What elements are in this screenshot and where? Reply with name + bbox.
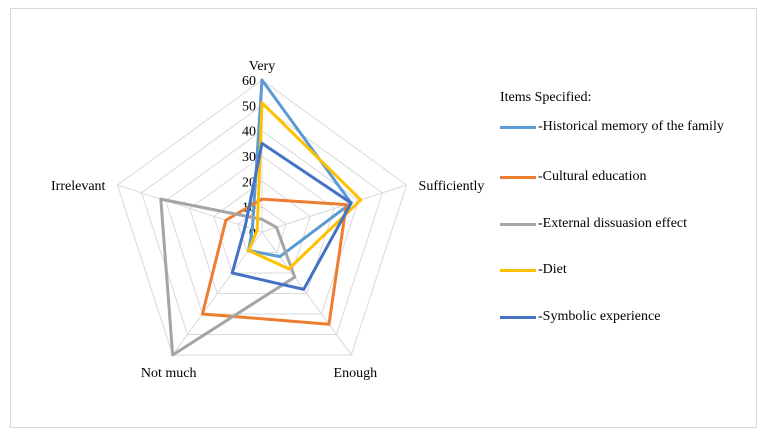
legend-swatch xyxy=(500,316,536,319)
legend-swatch xyxy=(500,223,536,226)
legend-item-diet: -Diet xyxy=(500,261,760,308)
tick-label: 60 xyxy=(242,74,256,89)
grid-spoke xyxy=(261,231,352,356)
legend: Items Specified: -Historical memory of t… xyxy=(500,90,760,338)
legend-swatch xyxy=(500,269,536,272)
grid-spoke xyxy=(261,184,407,233)
legend-item-external-dissuasion: -External dissuasion effect xyxy=(500,215,760,261)
grid-ring xyxy=(189,155,335,294)
axis-label-enough: Enough xyxy=(334,366,378,381)
legend-label: -Diet xyxy=(538,262,567,277)
grid-spoke xyxy=(172,231,263,356)
legend-label: -Cultural education xyxy=(538,169,647,184)
legend-item-symbolic-experience: -Symbolic experience xyxy=(500,308,760,338)
grid-ring xyxy=(140,104,384,335)
series-lines xyxy=(159,78,363,357)
axis-label-not-much: Not much xyxy=(141,366,197,381)
axis-label-very: Very xyxy=(249,59,275,74)
legend-item-historical-memory: -Historical memory of the family xyxy=(500,118,760,168)
legend-item-cultural-education: -Cultural education xyxy=(500,168,760,215)
series-line-2 xyxy=(159,197,297,357)
series-line-1 xyxy=(200,197,348,326)
tick-label: 40 xyxy=(242,125,256,140)
legend-label: -External dissuasion effect xyxy=(538,216,688,231)
tick-label: 50 xyxy=(242,99,256,114)
axis-label-irrelevant: Irrelevant xyxy=(51,179,106,194)
axis-label-sufficiently: Sufficiently xyxy=(419,179,485,194)
series-line-4 xyxy=(230,141,353,291)
series-line-3 xyxy=(247,101,363,271)
legend-label: -Symbolic experience xyxy=(538,309,661,324)
legend-title: Items Specified: xyxy=(500,90,592,105)
grid-ring xyxy=(116,79,408,356)
chart-frame xyxy=(10,8,757,428)
legend-swatch xyxy=(500,176,536,179)
legend-swatch xyxy=(500,126,536,129)
legend-label: -Historical memory of the family xyxy=(538,119,724,134)
tick-label: 30 xyxy=(242,150,256,165)
grid-spoke xyxy=(117,184,263,233)
category-axis-labels: Very Sufficiently Enough Not much Irrelevant xyxy=(51,59,484,381)
